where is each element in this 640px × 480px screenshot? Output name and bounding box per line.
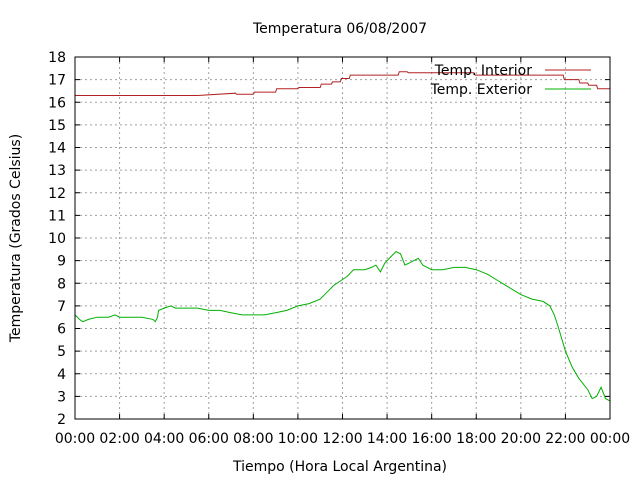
x-tick-label: 14:00 — [367, 431, 407, 447]
legend: Temp. Interior Temp. Exterior — [430, 63, 591, 98]
x-axis-label: Tiempo (Hora Local Argentina) — [232, 459, 447, 475]
y-tick-label: 4 — [57, 367, 66, 383]
x-tick-label: 00:00 — [590, 431, 630, 447]
x-tick-label: 18:00 — [456, 431, 496, 447]
x-tick-label: 02:00 — [99, 431, 139, 447]
y-tick-label: 14 — [48, 141, 66, 157]
y-tick-label: 17 — [48, 73, 66, 89]
legend-label-exterior: Temp. Exterior — [430, 82, 533, 98]
y-tick-label: 3 — [57, 389, 66, 405]
y-tick-label: 10 — [48, 231, 66, 247]
series-line-exterior — [74, 250, 611, 402]
x-tick-label: 06:00 — [189, 431, 229, 447]
x-tick-label: 16:00 — [411, 431, 451, 447]
series-line-interior — [75, 71, 610, 96]
x-tick-label: 08:00 — [233, 431, 273, 447]
y-tick-label: 15 — [48, 118, 66, 134]
y-axis-label: Temperatura (Grados Celsius) — [8, 134, 24, 343]
y-tick-label: 7 — [57, 299, 66, 315]
y-tick-label: 6 — [57, 322, 66, 338]
x-tick-label: 20:00 — [501, 431, 541, 447]
series-layer — [74, 71, 611, 402]
y-tick-label: 8 — [57, 276, 66, 292]
y-tick-label: 11 — [48, 208, 66, 224]
y-tick-label: 5 — [57, 344, 66, 360]
grid — [75, 57, 610, 419]
y-tick-label: 16 — [48, 95, 66, 111]
y-tick-label: 9 — [57, 254, 66, 270]
legend-label-interior: Temp. Interior — [434, 63, 533, 79]
y-tick-label: 13 — [48, 163, 66, 179]
chart-title: Temperatura 06/08/2007 — [252, 21, 427, 37]
y-tick-label: 2 — [57, 412, 66, 428]
x-tick-label: 22:00 — [545, 431, 585, 447]
x-tick-label: 04:00 — [144, 431, 184, 447]
y-tick-label: 12 — [48, 186, 66, 202]
x-tick-label: 00:00 — [55, 431, 95, 447]
x-tick-label: 10:00 — [278, 431, 318, 447]
axis-ticks — [74, 56, 611, 420]
x-tick-label: 12:00 — [322, 431, 362, 447]
y-tick-label: 18 — [48, 50, 66, 66]
